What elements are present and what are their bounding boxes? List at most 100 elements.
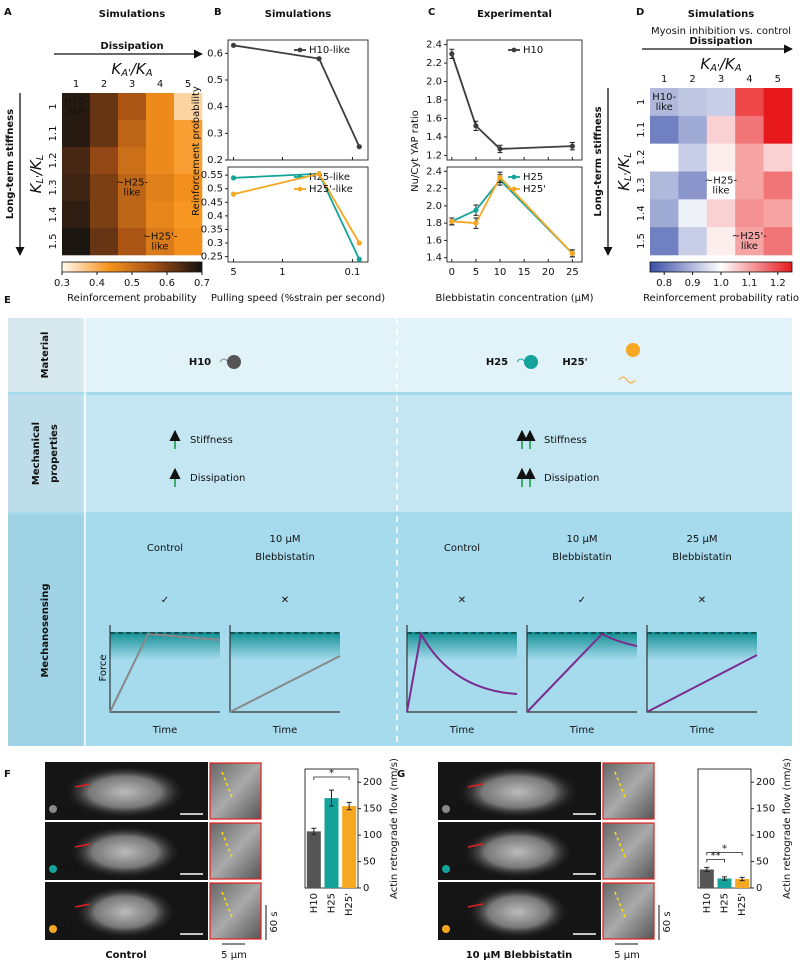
kymo-trace — [614, 831, 626, 858]
axis-header: Long-term stiffness — [5, 109, 16, 219]
cell-annotation-line: ~H25'- — [732, 231, 767, 242]
x-tick-label: 5 — [230, 267, 236, 278]
row-label: Material — [40, 332, 51, 379]
heatmap-cell — [735, 115, 764, 144]
bar — [699, 869, 714, 888]
heatmap-cell — [678, 171, 708, 200]
heatmap-cell — [678, 115, 708, 144]
legend-label: H10 — [523, 45, 543, 56]
cell-label: H25' — [452, 924, 475, 935]
colorbar-tick-label: 0.9 — [685, 278, 701, 289]
heatmap-cell — [146, 93, 175, 121]
condition-label-line: 10 μM — [270, 534, 301, 545]
y-tick-label: 2.4 — [426, 166, 442, 177]
heatmap-cell — [118, 174, 147, 202]
cell-annotation-line: like — [656, 102, 673, 113]
colorbar-label: Reinforcement probability — [67, 293, 197, 304]
y-tick-label: 150 — [363, 804, 382, 815]
significance-label: * — [329, 768, 334, 779]
x-tick-label: 25 — [566, 267, 579, 278]
x-tick-label: 1 — [279, 267, 285, 278]
length-scale-label: 5 μm — [221, 950, 247, 961]
legend-dot — [297, 47, 303, 53]
heatmap-cell — [650, 88, 679, 117]
row-label-line: Mechanosensing — [40, 583, 51, 677]
y-tick-label: 100 — [756, 830, 775, 841]
axis-label-part: L — [35, 155, 46, 161]
cell-annotation: ~H25-like — [705, 175, 738, 196]
heatmap-cell — [174, 147, 203, 175]
y-tick-label: 2.4 — [426, 40, 442, 51]
y-tick-label: 1.2 — [48, 153, 59, 169]
y-tick-label: 1.4 — [426, 132, 442, 143]
significance-bracket — [706, 851, 743, 856]
row-bg — [8, 395, 792, 512]
force-curve — [646, 654, 758, 713]
legend-label: H10-like — [309, 45, 350, 56]
x-tick-label: H10 — [702, 893, 713, 913]
heatmap-cell — [763, 115, 793, 144]
y-tick-label: 0.35 — [201, 224, 223, 235]
heatmap-cell — [735, 143, 764, 172]
kymograph — [602, 822, 655, 880]
heatmap-cell — [62, 93, 91, 121]
material-name: H25' — [562, 357, 587, 368]
data-point — [497, 174, 503, 180]
kymo-trace — [221, 831, 233, 858]
data-point — [230, 191, 237, 197]
x-tick-label: 0.1 — [345, 267, 361, 278]
cell-annotation-line: like — [123, 188, 140, 199]
y-tick-label: 1.5 — [636, 233, 647, 249]
series-line — [451, 175, 574, 254]
axis-label-part: A — [734, 63, 742, 74]
y-tick-label: 2.2 — [426, 58, 442, 69]
threshold-band — [230, 632, 340, 660]
y-tick-label: 1.8 — [426, 218, 442, 229]
row-label-line: Mechanical — [31, 422, 42, 485]
y-tick-label: 1.8 — [426, 95, 442, 106]
cell-icon — [442, 805, 450, 813]
heatmap-cell — [62, 120, 91, 148]
heatmap-cell — [678, 199, 708, 228]
cell-label: H10 — [452, 804, 472, 815]
error-bar — [311, 827, 317, 836]
cell-annotation: ~H25'-like — [143, 232, 178, 253]
colorbar — [649, 261, 793, 273]
data-point — [356, 144, 362, 150]
heatmap-cell — [706, 171, 736, 200]
time-scale-label: 60 s — [662, 911, 673, 932]
axis-label-part: K — [111, 60, 122, 78]
cell-image — [75, 886, 175, 938]
x-tick-label: H25 — [327, 893, 338, 913]
heatmap-cell — [678, 227, 708, 256]
cell-label: H10 — [59, 804, 79, 815]
heatmap-cell — [650, 171, 679, 200]
time-scale-label: 60 s — [269, 911, 280, 932]
x-tick-label: 4 — [746, 74, 752, 85]
x-tick-label: 0 — [449, 267, 455, 278]
condition-label: 10 μM Blebbistatin — [466, 950, 573, 961]
roi-line — [74, 843, 91, 848]
material-icon — [524, 355, 538, 369]
heatmap-cell — [174, 228, 203, 256]
condition-label: Control — [444, 543, 480, 554]
length-scale-label: 5 μm — [614, 950, 640, 961]
material-icon — [227, 355, 241, 369]
bar — [306, 831, 321, 888]
y-tick-label: 2.0 — [426, 77, 442, 88]
y-tick-label: 0.3 — [207, 238, 223, 249]
heatmap-cell — [118, 93, 147, 121]
cell-annotation: ~H25'-like — [732, 231, 767, 252]
time-label: Time — [449, 725, 474, 736]
cell-annotation-line: H10- — [652, 92, 676, 103]
condition-label: 10 μM Blebbistatin — [552, 534, 612, 563]
outcome-symbol: ✕ — [698, 595, 706, 606]
cell-image — [70, 826, 180, 878]
colorbar — [61, 261, 203, 273]
legend-label: H25-like — [309, 172, 350, 183]
kymo-trace — [221, 771, 233, 798]
y-tick-label: 2.0 — [426, 201, 442, 212]
data-point — [230, 175, 237, 181]
heatmap-cell — [146, 174, 175, 202]
data-point — [316, 56, 322, 62]
